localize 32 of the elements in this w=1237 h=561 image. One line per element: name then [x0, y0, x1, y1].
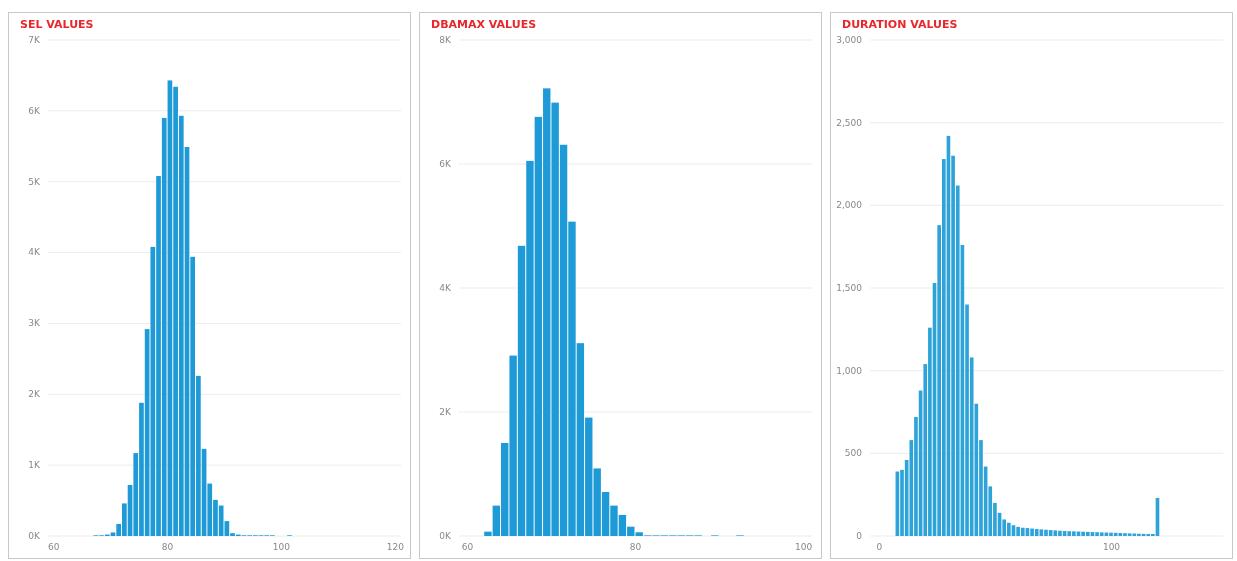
x-tick-label: 100 [795, 542, 813, 552]
y-tick-label: 5K [28, 176, 42, 187]
x-tick-label: 100 [1102, 542, 1121, 552]
x-tick-label: 0 [876, 542, 883, 552]
x-tick-label: 120 [386, 542, 405, 552]
y-tick-label: 0K [28, 530, 42, 541]
y-tick-label: 6K [439, 158, 453, 169]
y-tick-label: 7K [28, 34, 42, 45]
y-tick-label: 2K [439, 406, 453, 417]
y-tick-label: 8K [439, 34, 453, 45]
y-tick-label: 3,000 [836, 34, 863, 45]
y-tick-label: 1K [28, 460, 42, 471]
y-tick-label: 2K [28, 389, 42, 400]
chart-title: DBAMAX VALUES [431, 18, 537, 31]
y-tick-label: 6K [28, 105, 42, 116]
y-tick-label: 500 [844, 448, 863, 459]
y-tick-label: 2,000 [836, 200, 863, 211]
x-tick-label: 60 [461, 542, 474, 552]
x-tick-label: 100 [272, 542, 291, 552]
y-tick-label: 4K [28, 247, 42, 258]
y-tick-label: 2,500 [836, 117, 863, 128]
y-tick-label: 0K [439, 530, 453, 541]
y-tick-label: 1,000 [836, 365, 863, 376]
y-tick-label: 4K [439, 282, 453, 293]
x-tick-label: 80 [629, 542, 642, 552]
x-tick-label: 80 [161, 542, 174, 552]
x-tick-label: 60 [47, 542, 60, 552]
chart-title: DURATION VALUES [842, 18, 958, 31]
y-tick-label: 1,500 [836, 282, 863, 293]
y-tick-label: 3K [28, 318, 42, 329]
y-tick-label: 0 [856, 530, 863, 541]
chart-title: SEL VALUES [20, 18, 94, 31]
